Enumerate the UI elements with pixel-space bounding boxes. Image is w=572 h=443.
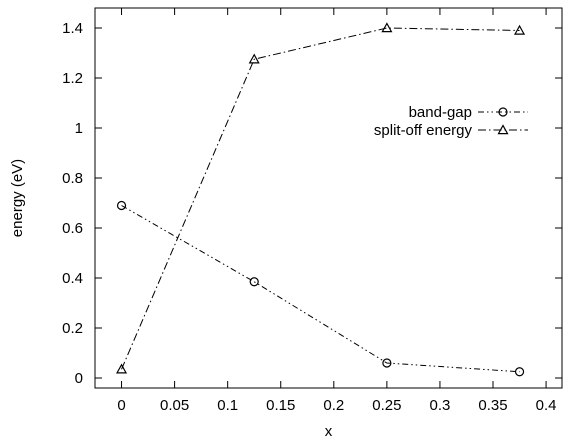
axis-ticks: [95, 8, 562, 388]
series-lines: [121, 27, 520, 373]
circle-marker: [382, 358, 392, 368]
plot-frame: [94, 7, 563, 389]
x-tick-label: 0.25: [372, 397, 401, 414]
y-tick-label: 0.8: [62, 170, 83, 187]
series-markers: [116, 22, 526, 377]
y-axis-title: energy (eV): [9, 159, 26, 237]
y-tick-label: 0.6: [62, 220, 83, 237]
x-tick-label: 0.3: [430, 397, 451, 414]
x-tick-label: 0.1: [217, 397, 238, 414]
circle-marker: [249, 277, 259, 287]
triangle-marker: [497, 124, 509, 135]
legend-label: split-off energy: [374, 122, 473, 139]
y-tick-label: 0: [75, 370, 83, 387]
series-line-2: [121, 27, 520, 370]
circle-marker: [514, 367, 525, 377]
axis-tick-labels: 0 0.05 0.1 0.15 0.2 0.25 0.3 0.35 0.4 0 0.2 0.4 0.6 0…: [62, 20, 556, 414]
legend-label: band-gap: [409, 104, 472, 121]
triangle-marker: [381, 22, 393, 33]
y-tick-label: 1.2: [62, 70, 83, 87]
circle-marker: [116, 200, 127, 211]
x-tick-label: 0.15: [266, 397, 295, 414]
x-tick-label: 0: [117, 397, 125, 414]
triangle-marker: [116, 363, 128, 374]
x-tick-label: 0.35: [478, 397, 507, 414]
y-tick-label: 0.2: [62, 320, 83, 337]
y-tick-label: 0.4: [62, 270, 83, 287]
x-tick-label: 0.4: [536, 397, 557, 414]
y-tick-label: 1.4: [62, 20, 83, 37]
triangle-marker: [514, 24, 526, 35]
y-tick-label: 1: [75, 120, 83, 137]
x-tick-label: 0.2: [323, 397, 344, 414]
series-line-1: [121, 205, 520, 373]
triangle-marker: [248, 53, 260, 64]
x-axis-title: x: [325, 423, 333, 440]
x-tick-label: 0.05: [160, 397, 189, 414]
circle-marker: [498, 107, 508, 117]
